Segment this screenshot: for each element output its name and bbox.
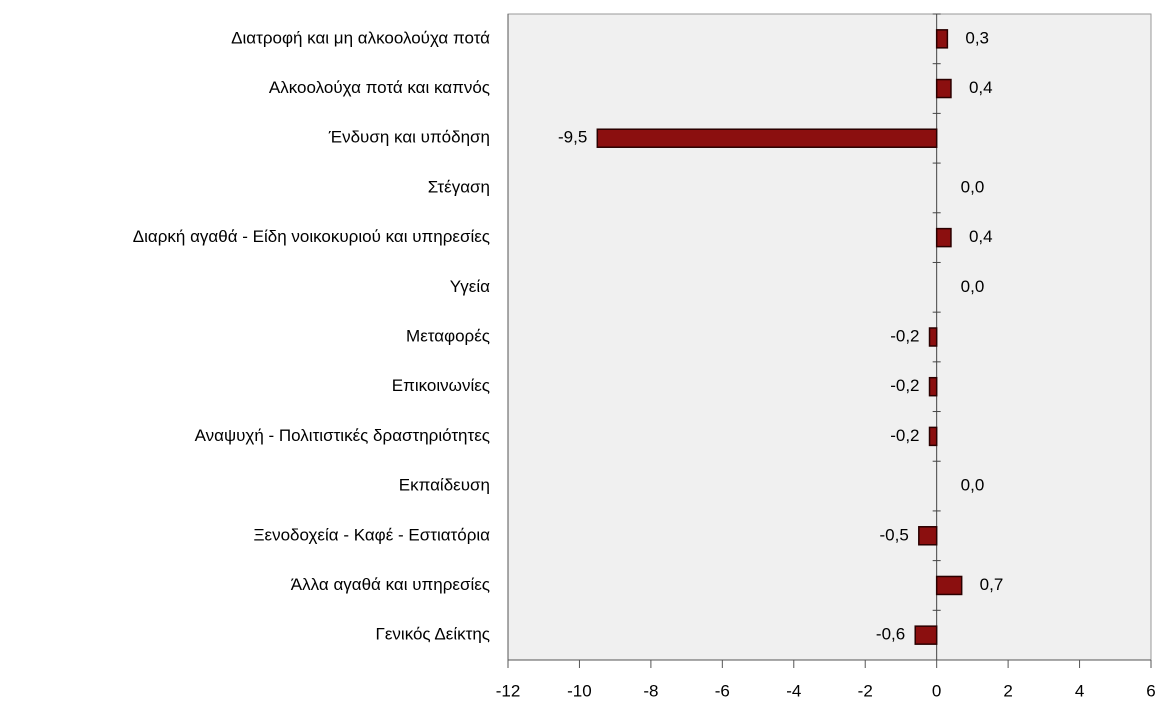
category-label: Επικοινωνίες (392, 376, 490, 395)
plot-area (507, 13, 1152, 661)
bar (928, 376, 938, 397)
x-tick-label: -8 (643, 681, 658, 700)
value-label: 0,7 (980, 575, 1004, 594)
bar (935, 29, 949, 49)
category-label: Μεταφορές (406, 326, 490, 345)
category-label: Διαρκή αγαθά - Είδη νοικοκυριού και υπηρ… (133, 227, 490, 246)
value-label: 0,3 (965, 28, 989, 47)
category-label: Στέγαση (428, 177, 490, 196)
x-tick-label: 0 (932, 681, 941, 700)
value-label: -0,2 (890, 426, 919, 445)
category-label: Ένδυση και υπόδηση (328, 128, 490, 147)
category-label: Γενικός Δείκτης (375, 625, 490, 644)
bar (935, 575, 963, 596)
x-tick-label: -2 (858, 681, 873, 700)
bar (914, 625, 938, 645)
value-label: 0,4 (969, 227, 993, 246)
value-label: 0,0 (961, 476, 985, 495)
value-label: -0,5 (880, 525, 909, 544)
category-label: Υγεία (450, 277, 490, 296)
value-label: 0,0 (961, 277, 985, 296)
value-label: -9,5 (558, 128, 587, 147)
x-tick-label: -4 (786, 681, 801, 700)
category-label: Αναψυχή - Πολιτιστικές δραστηριότητες (195, 426, 490, 445)
value-label: 0,4 (969, 78, 993, 97)
x-tick-label: -12 (496, 681, 521, 700)
value-label: 0,0 (961, 177, 985, 196)
category-label: Ξενοδοχεία - Καφέ - Εστιατόρια (253, 525, 490, 544)
value-label: -0,2 (890, 376, 919, 395)
bar (928, 426, 938, 447)
value-label: -0,2 (890, 326, 919, 345)
category-label: Αλκοολούχα ποτά και καπνός (269, 78, 490, 97)
x-tick-label: 2 (1003, 681, 1012, 700)
x-tick-label: 6 (1146, 681, 1155, 700)
category-label: Άλλα αγαθά και υπηρεσίες (291, 575, 490, 594)
bar (935, 227, 952, 248)
bar (596, 128, 938, 148)
category-label: Διατροφή και μη αλκοολούχα ποτά (231, 28, 490, 47)
bar (928, 327, 938, 347)
bar (935, 78, 952, 99)
x-tick-label: -6 (715, 681, 730, 700)
category-label: Εκπαίδευση (399, 476, 490, 495)
value-label: -0,6 (876, 625, 905, 644)
x-tick-label: -10 (567, 681, 592, 700)
bar (918, 526, 938, 546)
x-tick-label: 4 (1075, 681, 1084, 700)
